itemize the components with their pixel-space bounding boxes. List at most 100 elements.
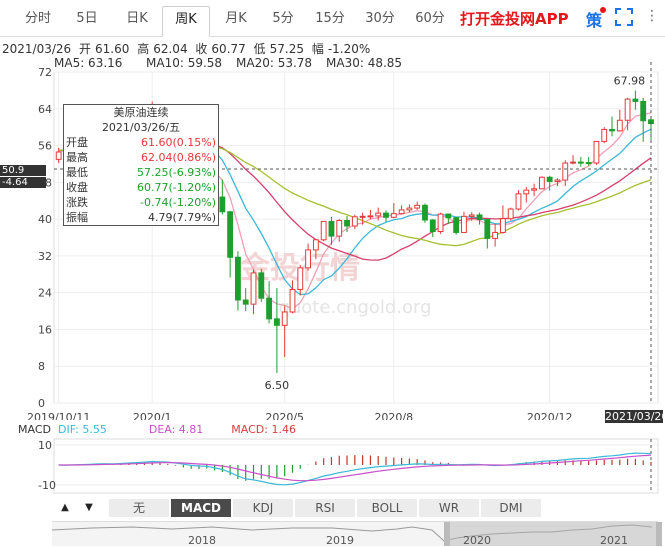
navigator-year-2021: 2021 (600, 534, 628, 547)
ma10-label: MA10: 59.58 (146, 56, 223, 70)
candle-body (289, 288, 296, 313)
y-tick-label: 16 (38, 323, 52, 336)
candle-body (242, 299, 249, 305)
candle-body (461, 215, 467, 233)
candle (492, 223, 499, 247)
indicator-5[interactable]: WR (419, 499, 479, 517)
low-label: 低 (253, 42, 266, 56)
indicator-2[interactable]: KDJ (233, 499, 293, 517)
candle (414, 201, 421, 210)
candle (227, 210, 234, 278)
fullscreen-icon[interactable] (615, 8, 633, 26)
candle-body (320, 220, 327, 241)
candle (585, 157, 592, 166)
ma5-label: MA5: 63.16 (54, 56, 123, 70)
candle-body (515, 193, 522, 210)
navigator-window[interactable] (447, 522, 659, 546)
candle-body (538, 176, 545, 190)
indicator-1[interactable]: MACD (171, 499, 231, 517)
candle-body (507, 208, 514, 220)
candle-body (336, 219, 343, 237)
candle (554, 178, 561, 187)
macd-header: MACD DIF: 5.55 DEA: 4.81 MACD: 1.46 (18, 423, 296, 436)
candle (570, 155, 576, 165)
tab-5[interactable]: 5分 (272, 11, 294, 26)
y-tick-label: 32 (38, 250, 52, 263)
navigator-left-handle[interactable] (444, 522, 450, 546)
change-label: 幅 (311, 42, 324, 56)
tab-1[interactable]: 5日 (76, 11, 98, 26)
candle-body (250, 272, 257, 305)
candle (367, 209, 374, 220)
range-navigator[interactable]: 2018 2019 2020 2021 (52, 521, 662, 547)
period-tab-bar: 分时 5日 日K 周K 月K 5分 15分 30分 60分 打开金投网APP 策 ⋮ (0, 0, 665, 37)
strategy-icon[interactable]: 策 (586, 11, 603, 30)
tooltip-row-label: 收盘 (66, 181, 88, 194)
candle (577, 157, 584, 167)
navigator-line (52, 524, 653, 542)
ma30-label: MA30: 48.85 (326, 56, 403, 70)
candle-body (570, 161, 576, 164)
macd-name: MACD (18, 423, 51, 436)
candle (289, 280, 296, 314)
candle (546, 175, 553, 191)
tab-8[interactable]: 60分 (415, 11, 445, 26)
x-tick-label: 2020/1 (133, 411, 172, 420)
change-value: -1.20% (327, 42, 371, 56)
candle (429, 219, 436, 238)
scroll-left-button[interactable]: ▲ (61, 502, 69, 513)
tab-4[interactable]: 月K (225, 11, 247, 26)
candle (515, 190, 522, 211)
ohlc-tooltip: 美原油连续 2021/03/26/五 开盘 61.60(0.15%) 最高 62.04… (63, 104, 219, 226)
candle-body (554, 179, 561, 182)
tab-0[interactable]: 分时 (24, 11, 51, 26)
candle (484, 219, 491, 249)
high-label: 高 (137, 42, 150, 56)
candle-body (585, 162, 592, 165)
candle-body (453, 217, 460, 233)
candle (320, 220, 327, 242)
indicator-3[interactable]: RSI (295, 499, 355, 517)
candle (273, 288, 280, 374)
tooltip-row-value: 60.77(-1.20%) (137, 181, 216, 194)
candle-body (406, 207, 413, 211)
indicator-4[interactable]: BOLL (357, 499, 417, 517)
candle-body (227, 211, 234, 258)
x-tick-label: 2020/5 (265, 411, 304, 420)
candle-body (297, 267, 304, 290)
candle-body (601, 128, 608, 142)
tab-7[interactable]: 30分 (365, 11, 395, 26)
tab-3[interactable]: 周K (162, 6, 210, 37)
watermark-url: quote.cngold.org (278, 297, 431, 318)
indicator-6[interactable]: DMI (481, 499, 541, 517)
navigator-year-2020: 2020 (463, 534, 491, 547)
candle (55, 147, 62, 164)
candle (383, 210, 389, 222)
macd-y-label: -10 (38, 479, 56, 492)
candle-body (258, 272, 265, 299)
scroll-right-button[interactable]: ▼ (85, 502, 93, 513)
candle (336, 219, 343, 242)
candle-body (398, 209, 405, 215)
macd-dif: DIF: 5.55 (57, 423, 107, 436)
candle (406, 204, 413, 213)
candle-body (328, 220, 335, 237)
quote-info-line: 2021/03/26 开 61.60 高 62.04 收 60.77 低 57.25 幅… (2, 40, 374, 57)
tab-6[interactable]: 15分 (315, 11, 345, 26)
candle-body (344, 219, 350, 227)
y-tick-label: 40 (38, 213, 52, 226)
candle (538, 176, 545, 190)
navigator-right-handle[interactable] (656, 522, 662, 546)
candle-body (476, 214, 483, 221)
candle-body (351, 216, 358, 227)
navigator-year-2018: 2018 (188, 534, 216, 547)
candle (476, 212, 483, 225)
open-app-link[interactable]: 打开金投网APP (460, 10, 569, 28)
notification-dot (600, 7, 606, 13)
tooltip-row-value: 61.60(0.15%) (140, 136, 216, 149)
indicator-0[interactable]: 无 (109, 499, 169, 517)
candle-body (235, 256, 241, 301)
more-icon[interactable]: ⋮ (645, 8, 659, 24)
tab-2[interactable]: 日K (126, 11, 148, 26)
candle (499, 205, 506, 234)
